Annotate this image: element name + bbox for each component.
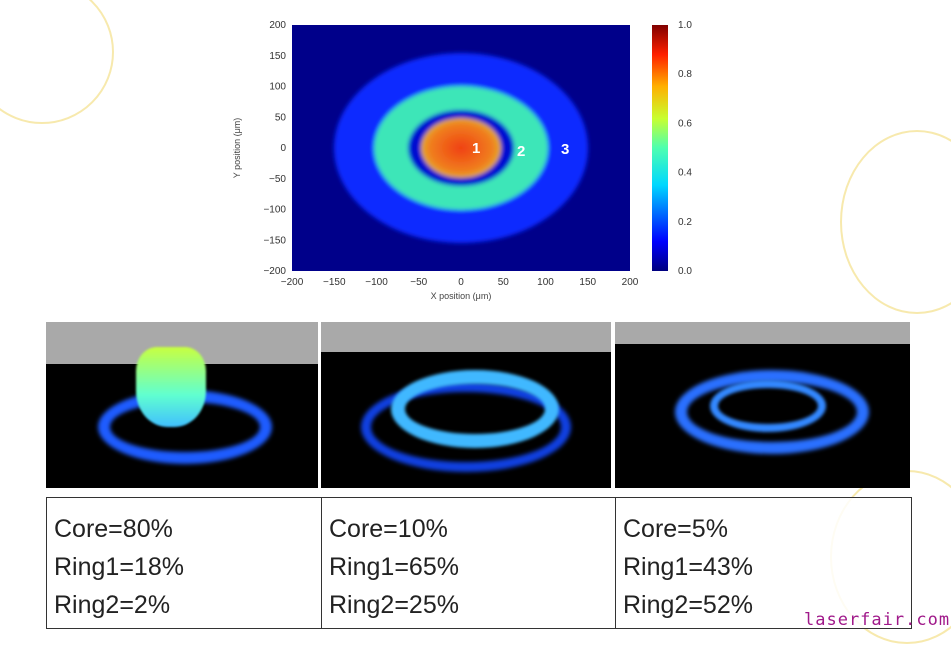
core-percent: Core=10% bbox=[329, 515, 448, 543]
y-tick-label: −200 bbox=[263, 266, 286, 277]
x-tick-label: −100 bbox=[365, 277, 388, 288]
beam-3d-view-ring1 bbox=[321, 322, 611, 488]
core-percent: Core=5% bbox=[623, 515, 728, 543]
x-tick-label: −50 bbox=[410, 277, 427, 288]
colorbar-tick-label: 1.0 bbox=[678, 20, 692, 31]
colorbar-tick-label: 0.8 bbox=[678, 69, 692, 80]
x-tick-label: 150 bbox=[579, 277, 596, 288]
colorbar bbox=[652, 25, 668, 271]
watermark: laserfair.com bbox=[804, 610, 951, 630]
y-tick-label: 0 bbox=[280, 143, 286, 154]
y-tick-label: 100 bbox=[269, 82, 286, 93]
case-cell: Core=5% Ring1=43% Ring2=52% bbox=[615, 497, 912, 629]
x-tick-label: 100 bbox=[537, 277, 554, 288]
x-tick-label: 0 bbox=[458, 277, 464, 288]
colorbar-tick-label: 0.6 bbox=[678, 118, 692, 129]
y-tick-label: 50 bbox=[275, 112, 287, 123]
core-percent: Core=80% bbox=[54, 515, 173, 543]
y-tick-label: −50 bbox=[269, 174, 286, 185]
ring2-percent: Ring2=52% bbox=[623, 591, 753, 619]
core-region bbox=[421, 118, 501, 178]
x-tick-label: 200 bbox=[622, 277, 639, 288]
region-label: 3 bbox=[561, 141, 569, 158]
case-cell: Core=10% Ring1=65% Ring2=25% bbox=[321, 497, 616, 629]
y-tick-label: 150 bbox=[269, 51, 286, 62]
colorbar-tick-label: 0.4 bbox=[678, 168, 692, 179]
x-tick-label: 50 bbox=[498, 277, 510, 288]
ring1-percent: Ring1=43% bbox=[623, 553, 753, 581]
y-tick-label: 200 bbox=[269, 20, 286, 31]
beam-3d-view-ring2 bbox=[615, 322, 910, 488]
intensity-heatmap: 1 2 3 −200 −150 −100 −50 0 50 100 150 200 200 150 1… bbox=[232, 20, 692, 301]
power-distribution-table: Core=80% Ring1=18% Ring2=2% Core=10% Rin… bbox=[46, 497, 912, 629]
y-axis-label: Y position (μm) bbox=[232, 118, 242, 179]
ring2-percent: Ring2=2% bbox=[54, 591, 171, 619]
colorbar-tick-label: 0.2 bbox=[678, 217, 692, 228]
ring1-percent: Ring1=65% bbox=[329, 553, 459, 581]
y-tick-label: −100 bbox=[263, 205, 286, 216]
ring1-percent: Ring1=18% bbox=[54, 553, 184, 581]
ring2-percent: Ring2=25% bbox=[329, 591, 459, 619]
x-tick-label: −150 bbox=[323, 277, 346, 288]
x-axis-label: X position (μm) bbox=[431, 291, 492, 301]
x-tick-label: −200 bbox=[281, 277, 304, 288]
region-label: 2 bbox=[517, 143, 525, 160]
colorbar-tick-label: 0.0 bbox=[678, 266, 692, 277]
region-label: 1 bbox=[472, 140, 480, 157]
beam-3d-view-core bbox=[46, 322, 318, 488]
case-cell: Core=80% Ring1=18% Ring2=2% bbox=[46, 497, 322, 629]
y-tick-label: −150 bbox=[263, 235, 286, 246]
